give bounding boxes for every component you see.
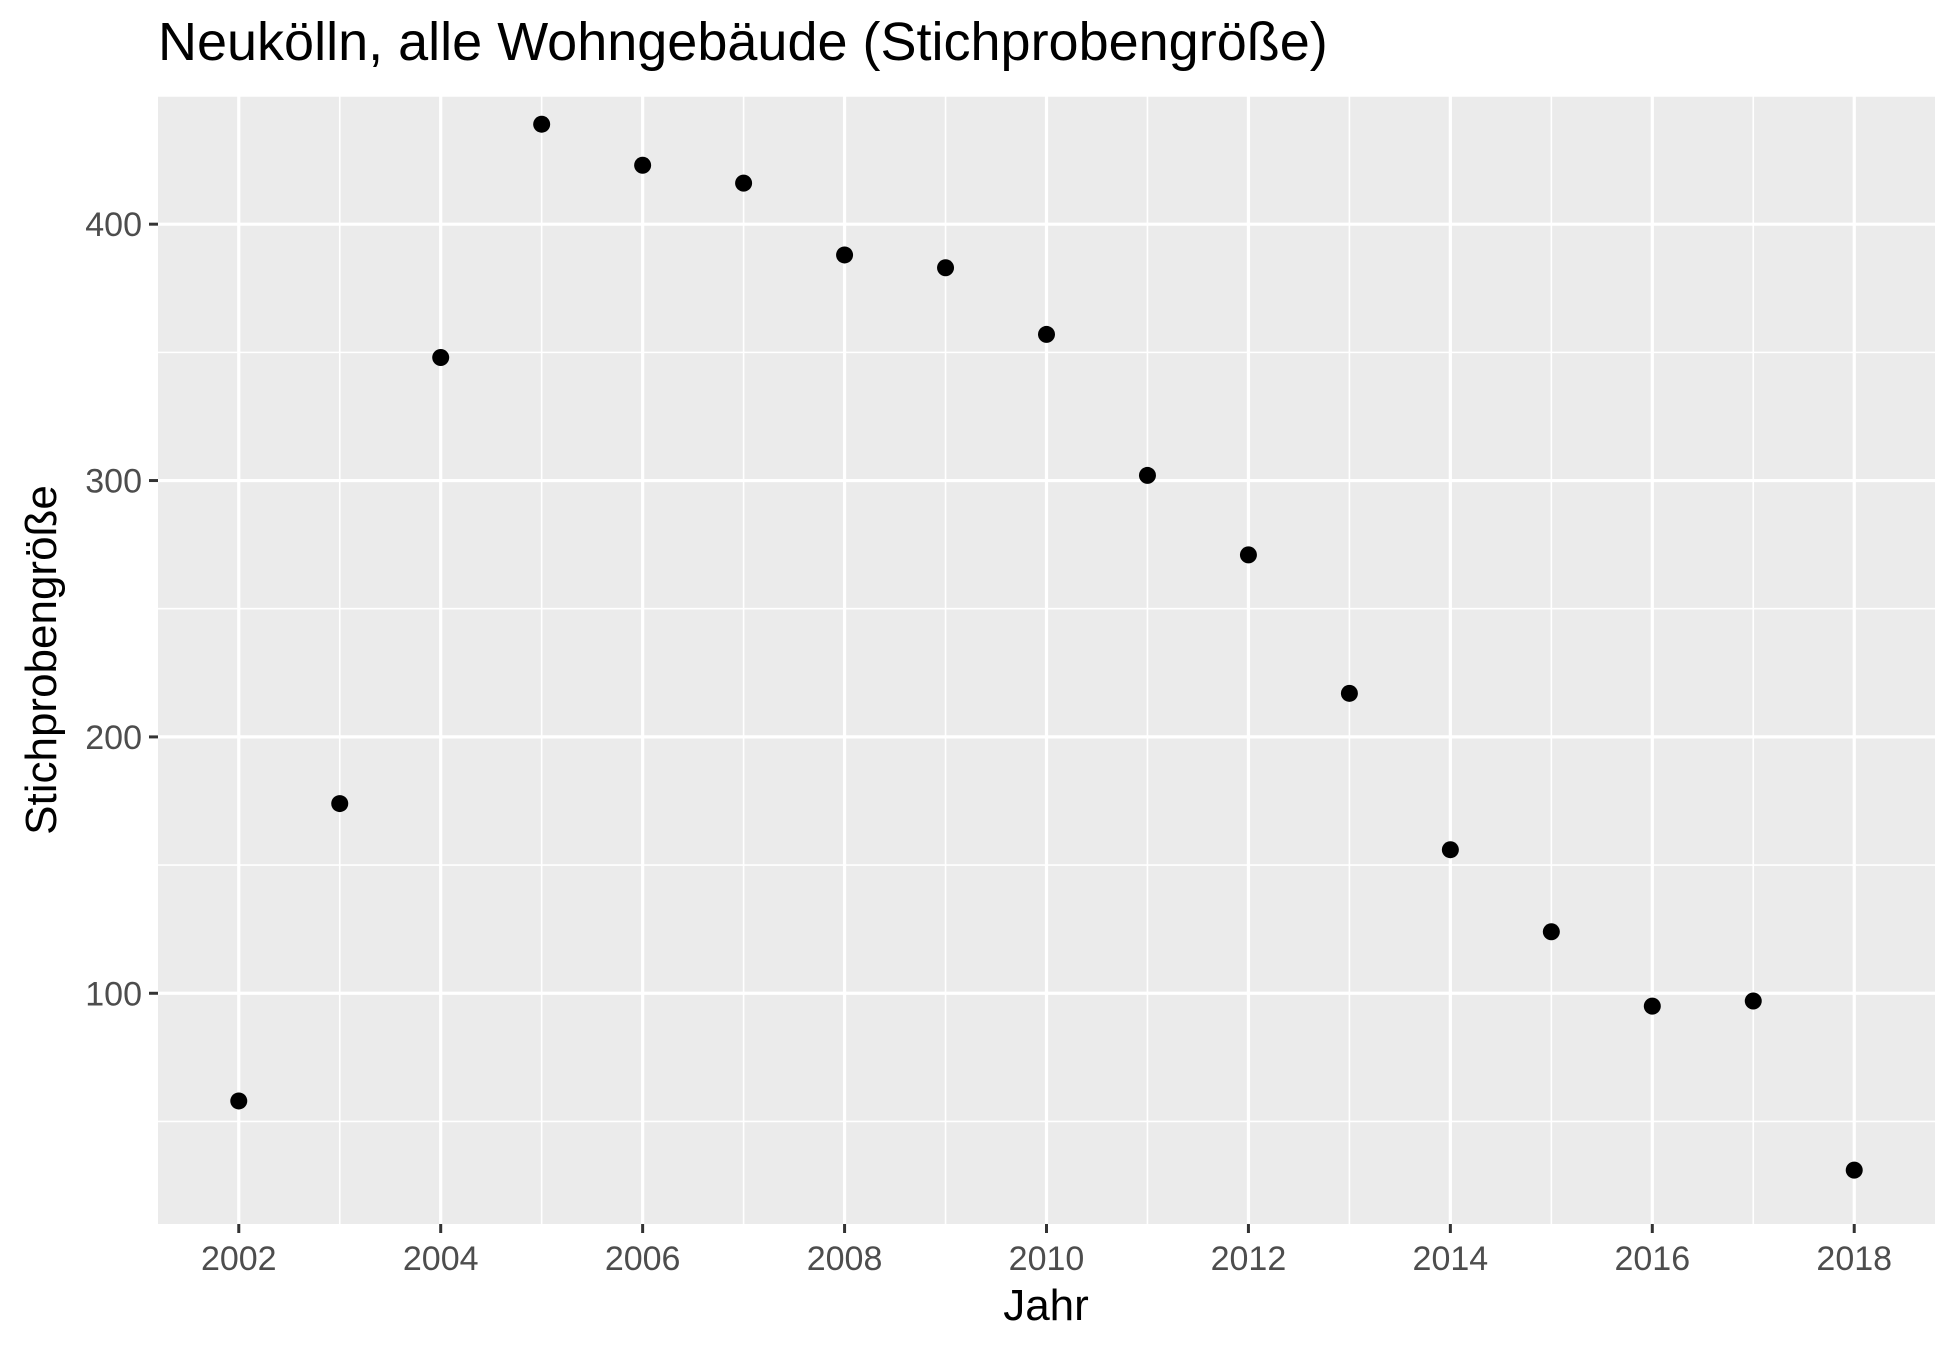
chart-title: Neukölln, alle Wohngebäude (Stichprobeng…	[158, 12, 1328, 72]
data-point	[634, 156, 652, 174]
x-tick-label: 2016	[1614, 1240, 1690, 1278]
x-tick-label: 2002	[201, 1240, 277, 1278]
data-point	[1340, 684, 1358, 702]
x-tick-label: 2014	[1413, 1240, 1489, 1278]
data-point	[1845, 1161, 1863, 1179]
data-point	[432, 348, 450, 366]
data-point	[937, 259, 955, 277]
data-point	[230, 1092, 248, 1110]
data-point	[331, 795, 349, 813]
data-point	[533, 115, 551, 133]
y-tick-label: 200	[85, 719, 142, 757]
y-axis-title: Stichprobengröße	[17, 485, 66, 835]
x-axis: 2002 2004 2006 2008 2010 2012 2014 2016 2018	[201, 1224, 1892, 1278]
x-tick-label: 2010	[1009, 1240, 1085, 1278]
data-point	[1542, 923, 1560, 941]
major-gridlines	[158, 96, 1935, 1224]
data-point	[836, 246, 854, 264]
data-point	[1643, 997, 1661, 1015]
data-point	[1038, 325, 1055, 343]
x-tick-label: 2006	[605, 1240, 681, 1278]
x-tick-label: 2018	[1816, 1240, 1892, 1278]
data-point	[735, 174, 753, 192]
x-tick-label: 2004	[403, 1240, 479, 1278]
x-tick-label: 2012	[1211, 1240, 1287, 1278]
data-point	[1441, 841, 1459, 859]
y-tick-label: 100	[85, 975, 142, 1013]
data-point	[1744, 992, 1762, 1010]
data-point	[1239, 546, 1257, 564]
y-tick-label: 300	[85, 463, 142, 501]
y-axis: 100 200 300 400	[85, 206, 158, 1013]
data-points	[230, 115, 1863, 1179]
x-tick-label: 2008	[807, 1240, 883, 1278]
data-point	[1138, 466, 1156, 484]
y-tick-label: 400	[85, 206, 142, 244]
x-axis-title: Jahr	[1003, 1281, 1089, 1330]
